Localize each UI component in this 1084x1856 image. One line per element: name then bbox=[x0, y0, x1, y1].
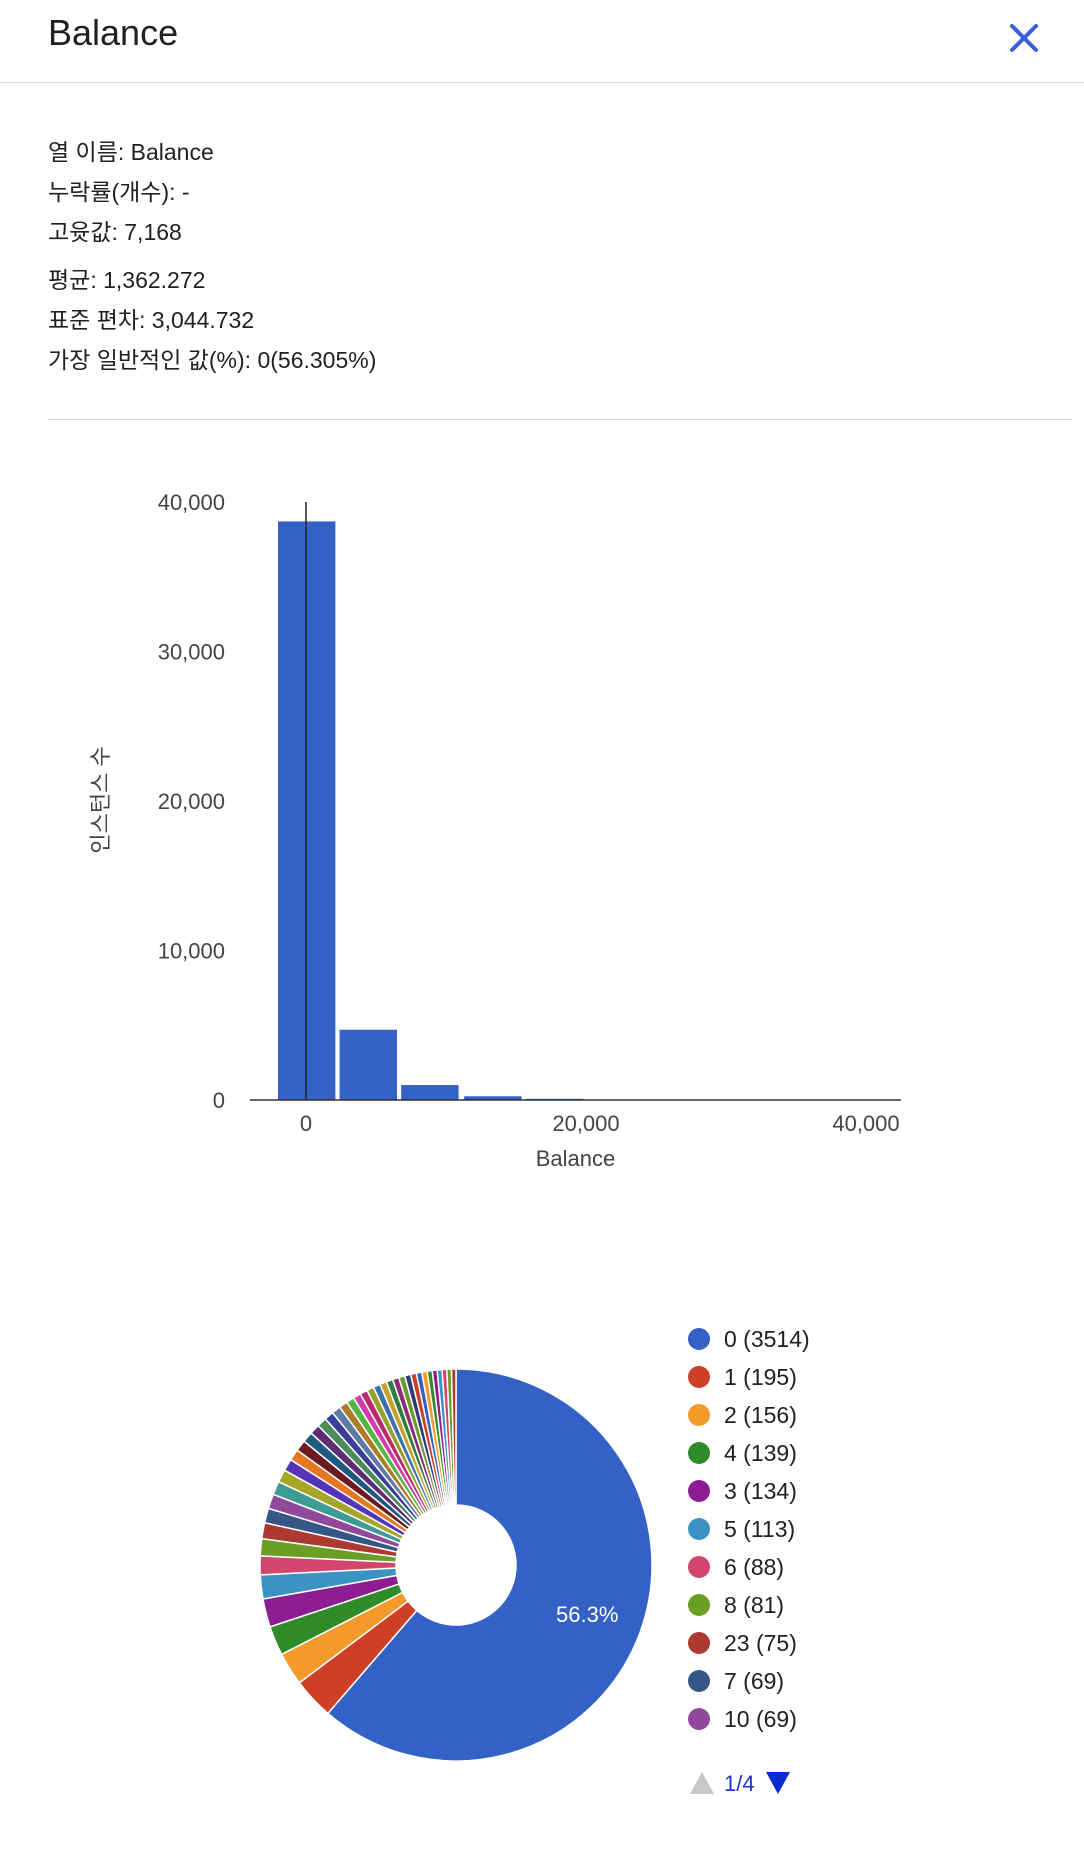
legend-item[interactable]: 4 (139) bbox=[686, 1434, 810, 1472]
legend-swatch bbox=[688, 1632, 710, 1654]
legend-label: 23 (75) bbox=[724, 1630, 797, 1656]
page-indicator: 1/4 bbox=[724, 1771, 755, 1796]
legend-item[interactable]: 1 (195) bbox=[686, 1358, 810, 1396]
prev-page-icon bbox=[690, 1772, 714, 1794]
legend-item[interactable]: 2 (156) bbox=[686, 1396, 810, 1434]
legend-swatch bbox=[688, 1404, 710, 1426]
x-tick-label: 0 bbox=[300, 1111, 312, 1136]
y-tick-label: 40,000 bbox=[158, 490, 225, 515]
stat-missing-rate: 누락률(개수): - bbox=[48, 179, 190, 205]
stat-most-common: 가장 일반적인 값(%): 0(56.305%) bbox=[48, 347, 377, 373]
y-tick-label: 0 bbox=[213, 1088, 225, 1113]
legend-swatch bbox=[688, 1328, 710, 1350]
legend-label: 10 (69) bbox=[724, 1706, 797, 1732]
x-tick-label: 40,000 bbox=[832, 1111, 899, 1136]
close-icon[interactable] bbox=[1000, 14, 1048, 62]
dialog-header: Balance bbox=[0, 0, 1084, 83]
y-tick-label: 30,000 bbox=[158, 640, 225, 665]
legend-item[interactable]: 5 (113) bbox=[686, 1510, 810, 1548]
legend-swatch bbox=[688, 1708, 710, 1730]
legend-item[interactable]: 8 (81) bbox=[686, 1586, 810, 1624]
legend-label: 5 (113) bbox=[724, 1516, 796, 1542]
legend-label: 2 (156) bbox=[724, 1402, 797, 1428]
legend-label: 7 (69) bbox=[724, 1668, 785, 1694]
stat-std-dev: 표준 편차: 3,044.732 bbox=[48, 307, 255, 333]
y-tick-label: 10,000 bbox=[158, 939, 225, 964]
x-tick-label: 20,000 bbox=[552, 1111, 619, 1136]
legend-item[interactable]: 6 (88) bbox=[686, 1548, 810, 1586]
stat-column-name: 열 이름: Balance bbox=[48, 139, 214, 165]
histogram-bar bbox=[464, 1096, 522, 1100]
legend-swatch bbox=[688, 1594, 710, 1616]
histogram-bar bbox=[339, 1029, 397, 1100]
legend-item[interactable]: 23 (75) bbox=[686, 1624, 810, 1662]
column-stats: 열 이름: Balance 누락률(개수): - 고윳값: 7,168 평균: … bbox=[48, 138, 376, 386]
legend-label: 1 (195) bbox=[724, 1364, 797, 1390]
legend-item[interactable]: 0 (3514) bbox=[686, 1320, 810, 1358]
legend-label: 8 (81) bbox=[724, 1592, 785, 1618]
legend-swatch bbox=[688, 1480, 710, 1502]
histogram-bar bbox=[401, 1085, 459, 1100]
stat-mean: 평균: 1,362.272 bbox=[48, 267, 206, 293]
x-axis-title: Balance bbox=[536, 1146, 616, 1171]
legend-label: 6 (88) bbox=[724, 1554, 785, 1580]
legend-label: 3 (134) bbox=[724, 1478, 797, 1504]
pie-legend: 0 (3514) 1 (195) 2 (156) 4 (139) 3 (134)… bbox=[686, 1320, 810, 1738]
legend-swatch bbox=[688, 1670, 710, 1692]
pie-slice bbox=[326, 1368, 653, 1762]
stat-unique-count: 고윳값: 7,168 bbox=[48, 219, 182, 245]
legend-item[interactable]: 10 (69) bbox=[686, 1700, 810, 1738]
legend-swatch bbox=[688, 1556, 710, 1578]
pie-slice-label: 56.3% bbox=[556, 1602, 618, 1627]
dialog-title: Balance bbox=[48, 12, 179, 53]
y-axis-title: 인스턴스 수 bbox=[88, 746, 113, 853]
legend-item[interactable]: 3 (134) bbox=[686, 1472, 810, 1510]
legend-swatch bbox=[688, 1442, 710, 1464]
histogram-chart: 0 10,000 20,000 30,000 40,000 0 20,000 40,000 Ba… bbox=[88, 490, 901, 1171]
next-page-icon[interactable] bbox=[766, 1772, 790, 1794]
legend-label: 0 (3514) bbox=[724, 1326, 810, 1352]
legend-item[interactable]: 7 (69) bbox=[686, 1662, 810, 1700]
legend-label: 4 (139) bbox=[724, 1440, 797, 1466]
legend-swatch bbox=[688, 1366, 710, 1388]
section-divider bbox=[48, 419, 1072, 420]
legend-swatch bbox=[688, 1518, 710, 1540]
pie-slice bbox=[450, 1368, 457, 1506]
y-tick-label: 20,000 bbox=[158, 789, 225, 814]
